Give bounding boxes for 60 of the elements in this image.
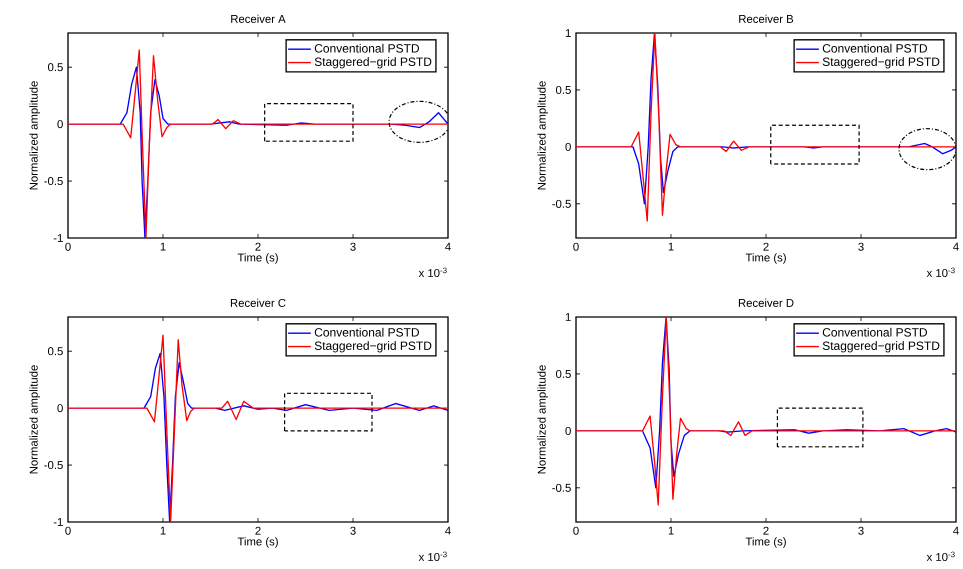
x-tick-label: 1 xyxy=(160,526,166,535)
legend-label: Staggered−grid PSTD xyxy=(314,341,432,352)
legend-label: Conventional PSTD xyxy=(314,328,419,337)
y-tick-label: 1 xyxy=(566,313,571,321)
legend-label: Conventional PSTD xyxy=(822,44,927,53)
y-tick-label: 0.5 xyxy=(48,63,63,72)
y-tick-label: 0.5 xyxy=(556,86,571,94)
text: x 10$^{-3}$ xyxy=(926,268,955,278)
y-axis-title: Normalized amplitude xyxy=(29,81,40,190)
x-tick-label: 2 xyxy=(763,242,769,251)
y-tick-label: 0 xyxy=(565,426,571,435)
chart-title: Receiver C xyxy=(230,298,286,307)
y-tick-label: 1 xyxy=(566,29,571,37)
y-tick-label: -0.5 xyxy=(552,200,571,208)
legend-label: Staggered−grid PSTD xyxy=(822,57,940,68)
y-tick-label: -0.5 xyxy=(552,484,571,492)
x-tick-label: 1 xyxy=(668,526,674,535)
x-tick-label: 1 xyxy=(160,242,166,251)
y-tick-label: 0.5 xyxy=(48,347,63,356)
x-tick-label: 1 xyxy=(668,242,674,251)
x-tick-label: 4 xyxy=(953,526,959,535)
x-tick-label: 0 xyxy=(65,526,71,535)
y-tick-label: 0 xyxy=(565,142,571,151)
chart-title: Receiver A xyxy=(231,14,286,23)
x-tick-label: 0 xyxy=(65,242,71,251)
x-axis-title: Time (s) xyxy=(746,253,786,264)
text: x 10$^{-3}$ xyxy=(418,268,447,278)
legend-label: Conventional PSTD xyxy=(314,44,419,53)
y-axis-title: Normalized amplitude xyxy=(537,81,548,190)
y-axis-title: Normalized amplitude xyxy=(537,365,548,474)
x-tick-label: 2 xyxy=(255,526,261,535)
x-tick-label: 2 xyxy=(255,242,261,251)
chart-title: Receiver D xyxy=(738,298,794,307)
y-tick-label: 0.5 xyxy=(556,370,571,378)
x-tick-label: 4 xyxy=(953,242,959,251)
legend-label: Staggered−grid PSTD xyxy=(822,341,940,352)
y-tick-label: -0.5 xyxy=(44,461,63,470)
x-tick-label: 0 xyxy=(573,242,579,251)
text: x 10$^{-3}$ xyxy=(926,552,955,562)
x-axis-title: Time (s) xyxy=(238,253,278,264)
y-tick-label: -0.5 xyxy=(44,177,63,186)
x-tick-label: 3 xyxy=(858,526,864,535)
x-tick-label: 3 xyxy=(350,526,356,535)
x-tick-label: 4 xyxy=(445,526,451,535)
y-tick-label: 0 xyxy=(57,404,63,412)
text: x 10$^{-3}$ xyxy=(418,552,447,562)
x-tick-label: 3 xyxy=(350,242,356,251)
y-axis-title: Normalized amplitude xyxy=(29,365,40,474)
x-tick-label: 2 xyxy=(763,526,769,535)
x-tick-label: 0 xyxy=(573,526,579,535)
y-tick-label: -1 xyxy=(54,518,63,526)
x-axis-title: Time (s) xyxy=(746,537,786,548)
legend-label: Staggered−grid PSTD xyxy=(314,57,432,68)
y-tick-label: -1 xyxy=(54,234,63,242)
x-tick-label: 4 xyxy=(445,242,451,251)
x-tick-label: 3 xyxy=(858,242,864,251)
chart-title: Receiver B xyxy=(739,14,794,23)
x-axis-title: Time (s) xyxy=(238,537,278,548)
legend-label: Conventional PSTD xyxy=(822,328,927,337)
y-tick-label: 0 xyxy=(57,120,63,128)
